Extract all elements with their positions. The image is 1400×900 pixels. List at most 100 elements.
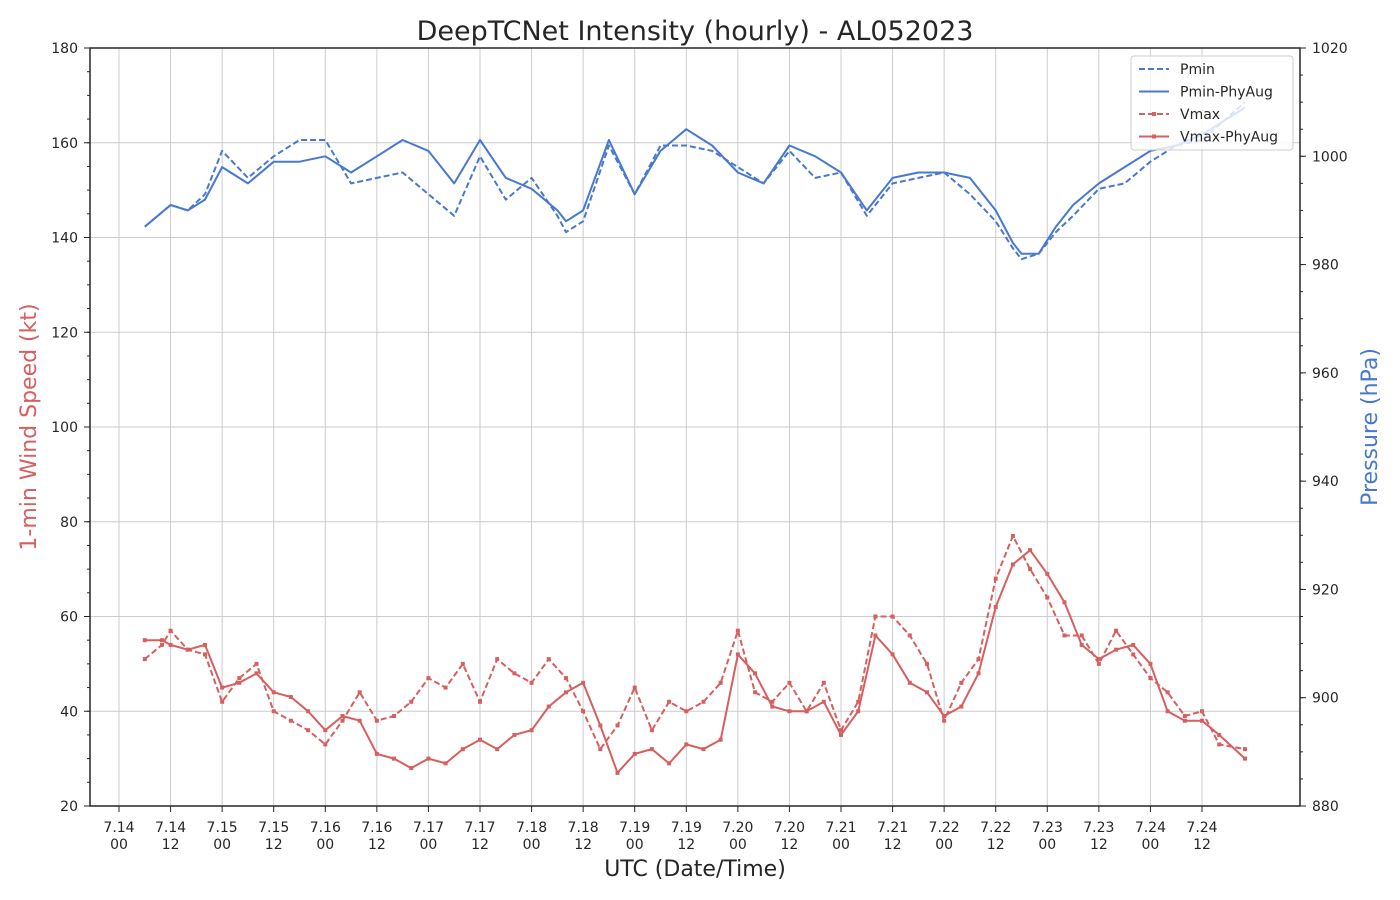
x-tick-label-hour: 00 [1142, 837, 1160, 853]
data-point-vmax [907, 633, 912, 638]
data-point-vmax [288, 718, 293, 723]
data-point-vmax [581, 709, 586, 714]
y-axis-left-label: 1-min Wind Speed (kt) [17, 303, 42, 550]
data-point-vmax-phyaug [1182, 718, 1187, 723]
data-point-vmax [220, 699, 225, 704]
legend-items: Pmin Pmin-PhyAug Vmax Vmax-PhyAug [1139, 62, 1278, 146]
data-point-vmax-phyaug [1200, 718, 1204, 723]
data-point-vmax-phyaug [598, 723, 603, 728]
data-point-vmax-phyaug [1010, 562, 1015, 567]
x-tick-label-hour: 00 [316, 837, 334, 853]
y-right-tick-label: 1020 [1312, 41, 1348, 57]
data-point-vmax [306, 728, 311, 733]
series-line-vmax [144, 535, 1246, 751]
y-left-tick-label: 40 [60, 704, 78, 720]
data-point-vmax [271, 709, 276, 714]
data-point-vmax-phyaug [632, 751, 637, 756]
x-tick-label-date: 7.14 [103, 820, 134, 836]
x-tick-label-date: 7.16 [310, 820, 341, 836]
data-point-vmax-phyaug [185, 647, 190, 652]
data-point-vmax [959, 680, 964, 685]
data-point-vmax [1131, 652, 1136, 657]
data-point-vmax [392, 713, 397, 718]
x-tick-label-hour: 12 [162, 837, 180, 853]
data-point-vmax-phyaug [168, 642, 173, 647]
x-tick-label-date: 7.24 [1186, 820, 1217, 836]
legend-box [1130, 55, 1294, 151]
data-point-vmax-phyaug [718, 737, 723, 742]
data-point-vmax-phyaug [684, 742, 689, 747]
data-point-vmax-phyaug [512, 732, 517, 737]
x-tick-label-hour: 00 [420, 837, 438, 853]
y-left-tick-label: 100 [51, 420, 78, 436]
data-point-vmax [873, 614, 878, 619]
data-point-vmax [787, 680, 792, 685]
data-point-vmax-phyaug [306, 709, 311, 714]
y-axis-right-label: Pressure (hPa) [1358, 348, 1383, 506]
data-point-vmax [976, 657, 981, 662]
x-tick-label-date: 7.18 [516, 820, 547, 836]
data-point-vmax-phyaug [271, 690, 276, 695]
data-point-vmax-phyaug [460, 747, 465, 752]
legend-label-pmin: Pmin [1180, 62, 1215, 78]
y-right-tick-label: 920 [1312, 582, 1339, 598]
y-right-tick-label: 940 [1312, 474, 1339, 490]
data-point-vmax [1200, 709, 1204, 714]
y-right-tick-label: 960 [1312, 366, 1339, 382]
data-point-vmax-phyaug [374, 751, 379, 756]
data-point-vmax [598, 747, 603, 752]
data-point-vmax [1165, 690, 1170, 695]
x-tick-label-date: 7.23 [1032, 820, 1063, 836]
data-point-vmax-phyaug [976, 671, 981, 676]
data-point-vmax-phyaug [993, 605, 998, 610]
x-tick-label-date: 7.24 [1135, 820, 1166, 836]
data-point-vmax-phyaug [392, 756, 397, 761]
data-point-vmax-phyaug [1217, 732, 1222, 737]
x-tick-label-hour: 12 [1090, 837, 1108, 853]
legend-marker-vmax-phyaug [1152, 134, 1156, 139]
x-tick-label-hour: 00 [213, 837, 231, 853]
data-point-vmax-phyaug [142, 638, 147, 643]
data-point-vmax-phyaug [839, 732, 843, 737]
legend-label-vmax: Vmax [1180, 107, 1220, 123]
data-point-vmax-phyaug [340, 713, 345, 718]
y-right-tick-label: 900 [1312, 691, 1339, 707]
data-point-vmax [159, 642, 164, 647]
x-tick-label-date: 7.22 [929, 820, 960, 836]
data-point-vmax-phyaug [770, 704, 775, 709]
data-point-vmax [942, 718, 947, 723]
y-left-tick-label: 120 [51, 325, 78, 341]
data-point-vmax [1114, 628, 1119, 633]
series-line-pmin-phyaug [144, 106, 1246, 255]
x-tick-label-date: 7.20 [774, 820, 805, 836]
data-point-vmax-phyaug [924, 690, 929, 695]
y-right-tick-label: 880 [1312, 799, 1339, 815]
data-point-vmax-phyaug [615, 770, 620, 775]
y-left-tick-label: 20 [60, 799, 78, 815]
data-point-vmax-phyaug [856, 709, 861, 714]
data-point-vmax-phyaug [821, 699, 826, 704]
data-point-vmax [753, 690, 758, 695]
data-point-vmax-phyaug [1131, 642, 1136, 647]
x-tick-label-date: 7.17 [464, 820, 495, 836]
data-point-vmax-phyaug [753, 671, 758, 676]
data-point-vmax [563, 676, 568, 681]
x-tick-label-hour: 12 [987, 837, 1005, 853]
y-axis-left: 20 40 60 80 100 120 140 160 180 [51, 41, 90, 815]
data-point-vmax-phyaug [1114, 647, 1119, 652]
data-point-vmax [202, 652, 207, 657]
data-point-vmax [1010, 533, 1015, 538]
data-point-vmax [890, 614, 895, 619]
series-layer [142, 101, 1247, 775]
data-point-vmax-phyaug [1165, 709, 1170, 714]
data-point-vmax-phyaug [890, 652, 895, 657]
x-tick-label-date: 7.20 [722, 820, 753, 836]
data-point-vmax-phyaug [478, 737, 482, 742]
x-tick-label-hour: 12 [781, 837, 799, 853]
x-tick-label-hour: 00 [832, 837, 850, 853]
y-right-tick-label: 1000 [1312, 149, 1348, 165]
y-axis-right: 880 900 920 940 960 980 1000 1020 [1300, 41, 1348, 815]
x-tick-label-hour: 00 [1038, 837, 1056, 853]
data-point-vmax [718, 680, 723, 685]
x-tick-label-date: 7.19 [619, 820, 650, 836]
